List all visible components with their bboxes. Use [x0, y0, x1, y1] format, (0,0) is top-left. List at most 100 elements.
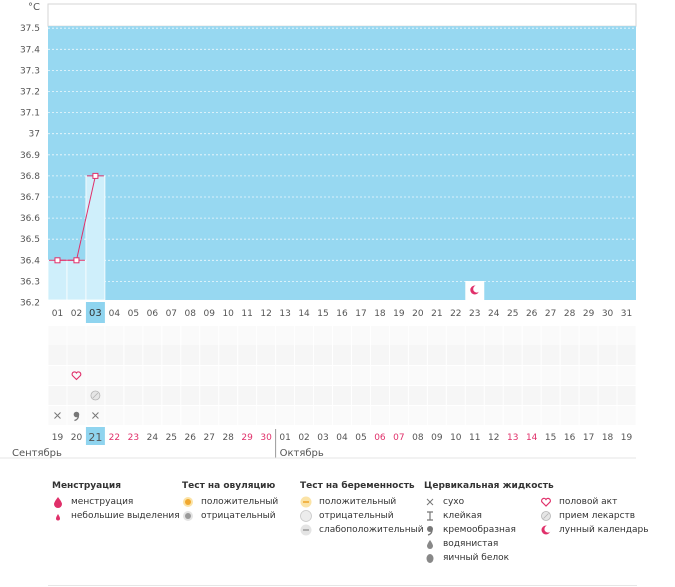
bottom-divider: [48, 585, 637, 586]
watery-icon: [424, 538, 436, 550]
y-tick-label: 36.2: [20, 299, 40, 309]
calendar-date-label: 17: [583, 433, 594, 443]
legend-item: положительный: [300, 495, 424, 509]
cycle-day-label: 12: [260, 309, 271, 319]
legend-menstruation: Менструация менструация небольшие выделе…: [52, 481, 180, 523]
cycle-day-label: 08: [185, 309, 197, 319]
legend-label: прием лекарств: [559, 511, 636, 521]
legend-label: лунный календарь: [559, 525, 649, 535]
calendar-date-label: 23: [128, 433, 139, 443]
legend-label: небольшие выделения: [71, 511, 180, 521]
bbt-chart: 37.5 37.4 37.3 37.2 37.1 37 36.9 36.8 36.7 36.6 36…: [0, 2, 637, 459]
calendar-date-label: 10: [450, 433, 462, 443]
y-tick-label: 36.6: [20, 214, 40, 224]
moon-icon: [470, 285, 481, 295]
small-drop-icon: [52, 510, 64, 522]
cycle-day-label: 16: [336, 309, 348, 319]
legend-label: водянистая: [443, 539, 499, 549]
legend-label: половой акт: [559, 497, 618, 507]
calendar-date-label: 28: [222, 433, 234, 443]
calendar-date-label: 08: [412, 433, 424, 443]
calendar-date-label: 19: [621, 433, 633, 443]
legend-label: кремообразная: [443, 525, 516, 535]
moon-icon: [540, 524, 552, 536]
cycle-day-label: 24: [488, 309, 500, 319]
cycle-day-label: 19: [393, 309, 405, 319]
cycle-day-label: 23: [469, 309, 480, 319]
calendar-date-label: 11: [469, 433, 480, 443]
calendar-date-label: 22: [109, 433, 120, 443]
y-unit-label: °C: [28, 2, 40, 13]
y-tick-label: 37.3: [20, 66, 40, 76]
legend-item: отрицательный: [182, 509, 278, 523]
calendar-date-label: 29: [241, 433, 253, 443]
tracking-row: [48, 345, 636, 365]
calendar-date-label: 15: [545, 433, 556, 443]
cycle-day-label: 13: [279, 309, 290, 319]
y-tick-label: 36.7: [20, 193, 40, 203]
y-tick-label: 37.5: [20, 24, 40, 34]
cycle-day-label: 09: [203, 309, 215, 319]
calendar-date-label: 09: [431, 433, 443, 443]
creamy-icon: [73, 411, 80, 422]
cycle-day-label: 20: [412, 309, 424, 319]
temperature-bar: [85, 175, 106, 301]
calendar-date-label: 12: [488, 433, 499, 443]
calendar-date-label: 26: [185, 433, 197, 443]
legend-label: слабоположительный: [319, 525, 424, 535]
dry-x-icon: [424, 496, 436, 508]
dry-x-icon: [54, 412, 61, 419]
cycle-day-label: 01: [52, 309, 63, 319]
y-tick-label: 36.4: [20, 256, 40, 266]
tracking-row: [48, 366, 636, 385]
legend-label: отрицательный: [319, 511, 394, 521]
cycle-day-label: 10: [222, 309, 234, 319]
cycle-day-label: 06: [147, 309, 159, 319]
legend-pregnancy: Тест на беременность положительный отриц…: [300, 481, 424, 537]
calendar-date-label: 06: [374, 433, 386, 443]
current-date-highlight: [85, 427, 105, 445]
legend-item: положительный: [182, 495, 278, 509]
calendar-date-label: 16: [564, 433, 576, 443]
tracking-row: [48, 326, 636, 345]
legend-title: Цервикальная жидкость: [424, 481, 554, 491]
heart-icon: [71, 371, 82, 381]
cycle-day-label: 15: [317, 309, 328, 319]
legend-item: яичный белок: [424, 551, 554, 565]
legend-item: отрицательный: [300, 509, 424, 523]
creamy-icon: [424, 524, 436, 536]
calendar-date-label: 19: [52, 433, 64, 443]
y-tick-label: 36.8: [20, 172, 40, 182]
legend-label: менструация: [71, 497, 134, 507]
legend-other: половой акт прием лекарств лунный календ…: [540, 495, 649, 537]
legend-item: небольшие выделения: [52, 509, 180, 523]
legend-label: яичный белок: [443, 553, 510, 563]
cycle-day-label: 27: [545, 309, 556, 319]
cycle-day-label: 14: [298, 309, 310, 319]
calendar-date-label: 20: [71, 433, 83, 443]
legend-item: половой акт: [540, 495, 649, 509]
pregnancy-weak-icon: [300, 524, 312, 536]
month-label: Октябрь: [280, 448, 324, 459]
y-tick-label: 37.1: [20, 109, 40, 119]
cycle-day-label: 29: [583, 309, 595, 319]
cycle-day-label: 25: [507, 309, 518, 319]
sticky-icon: [424, 510, 436, 522]
y-tick-label: 36.9: [20, 151, 40, 161]
legend-label: положительный: [319, 497, 397, 507]
cycle-day-label: 02: [71, 309, 82, 319]
legend-label: клейкая: [443, 511, 482, 521]
ovulation-negative-icon: [182, 510, 194, 522]
legend-label: положительный: [201, 497, 279, 507]
heart-icon: [540, 496, 552, 508]
cycle-day-label: 30: [602, 309, 614, 319]
calendar-date-label: 24: [147, 433, 159, 443]
legend-item: лунный календарь: [540, 523, 649, 537]
chart-top-area: [47, 3, 637, 27]
legend-label: отрицательный: [201, 511, 276, 521]
cycle-day-label: 17: [355, 309, 366, 319]
calendar-date-label: 05: [355, 433, 366, 443]
pregnancy-negative-icon: [300, 510, 312, 522]
temperature-point: [73, 257, 80, 264]
pill-icon: [540, 510, 552, 522]
